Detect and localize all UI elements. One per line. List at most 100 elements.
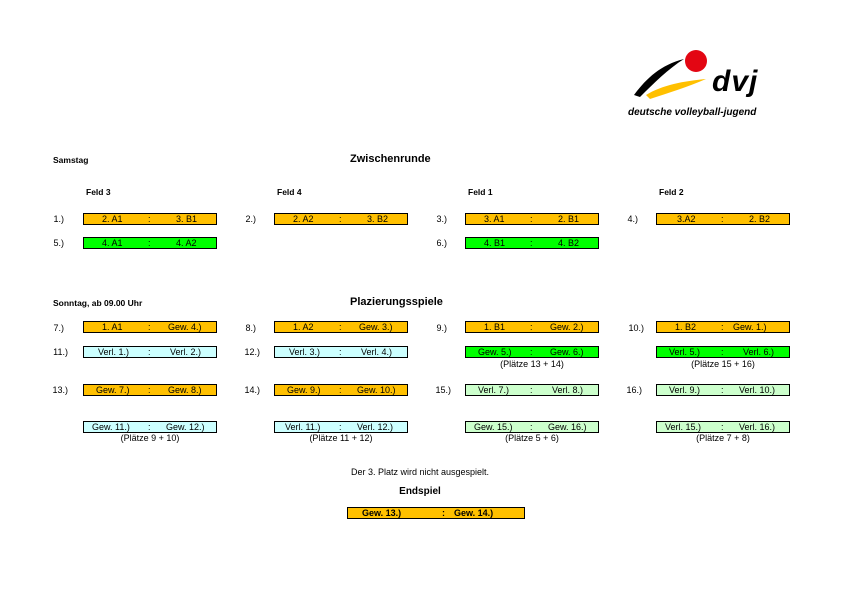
team-a: 2. A2 bbox=[293, 214, 314, 224]
separator: : bbox=[148, 347, 151, 357]
separator: : bbox=[339, 347, 342, 357]
separator: : bbox=[721, 214, 724, 224]
match-number: 14.) bbox=[244, 385, 260, 395]
match-box: Gew. 11.) : Gew. 12.) bbox=[83, 421, 217, 433]
team-b: Verl. 2.) bbox=[170, 347, 202, 357]
dvj-logo-mark-icon bbox=[634, 50, 707, 99]
team-a: 1. B2 bbox=[675, 322, 697, 332]
team-b: Gew. 8.) bbox=[168, 385, 202, 395]
match-number: 7.) bbox=[53, 323, 64, 333]
plazierungsspiele-title: Plazierungsspiele bbox=[350, 296, 443, 308]
zwischenrunde-title: Zwischenrunde bbox=[350, 153, 431, 165]
separator: : bbox=[148, 385, 151, 395]
final-title: Endspiel bbox=[399, 486, 441, 497]
logo-tagline: deutsche volleyball-jugend bbox=[628, 107, 757, 118]
separator: : bbox=[530, 385, 533, 395]
team-a: Verl. 1.) bbox=[98, 347, 130, 357]
team-b: Verl. 8.) bbox=[552, 385, 584, 395]
match-number: 9.) bbox=[436, 323, 447, 333]
team-a: 4. A1 bbox=[102, 238, 123, 248]
team-b: Verl. 4.) bbox=[361, 347, 393, 357]
team-a: Verl. 5.) bbox=[669, 347, 701, 357]
team-b: Verl. 16.) bbox=[739, 422, 776, 432]
separator: : bbox=[530, 347, 533, 357]
match-box: Verl. 1.) : Verl. 2.) bbox=[83, 346, 217, 358]
field-label: Feld 3 bbox=[86, 187, 111, 197]
match-number: 11.) bbox=[53, 347, 68, 357]
team-b: 4. A2 bbox=[176, 238, 197, 248]
match-number: 1.) bbox=[53, 214, 64, 224]
match-box: 1. A1 : Gew. 4.) bbox=[83, 321, 217, 333]
team-b: Gew. 12.) bbox=[166, 422, 205, 432]
match-box: Verl. 5.) : Verl. 6.) bbox=[656, 346, 790, 358]
placement-note: (Plätze 13 + 14) bbox=[500, 359, 564, 369]
placement-note: (Plätze 7 + 8) bbox=[696, 433, 750, 443]
separator: : bbox=[339, 214, 342, 224]
team-a: 2. A1 bbox=[102, 214, 123, 224]
match-box: 1. A2 : Gew. 3.) bbox=[274, 321, 408, 333]
separator: : bbox=[530, 238, 533, 248]
team-a: Gew. 11.) bbox=[92, 422, 130, 432]
team-b: 2. B1 bbox=[558, 214, 580, 224]
third-place-note: Der 3. Platz wird nicht ausgespielt. bbox=[350, 467, 490, 477]
team-b: Verl. 10.) bbox=[739, 385, 776, 395]
separator: : bbox=[530, 422, 533, 432]
match-box: 1. B1 : Gew. 2.) bbox=[465, 321, 599, 333]
match-number: 5.) bbox=[53, 238, 64, 248]
match-box: Verl. 9.) : Verl. 10.) bbox=[656, 384, 790, 396]
match-number: 15.) bbox=[435, 385, 451, 395]
team-a: Gew. 5.) bbox=[478, 347, 512, 357]
separator: : bbox=[721, 347, 724, 357]
team-b: Gew. 10.) bbox=[357, 385, 396, 395]
final-match-box: Gew. 13.) : Gew. 14.) bbox=[347, 507, 525, 519]
separator: : bbox=[530, 214, 533, 224]
match-box: Gew. 7.) : Gew. 8.) bbox=[83, 384, 217, 396]
team-b: Gew. 16.) bbox=[548, 422, 587, 432]
match-box: Gew. 9.) : Gew. 10.) bbox=[274, 384, 408, 396]
team-b: Gew. 4.) bbox=[168, 322, 202, 332]
dvj-logo: dvj deutsche volleyball-jugend bbox=[628, 47, 768, 122]
match-box: 3. A1 : 2. B1 bbox=[465, 213, 599, 225]
separator: : bbox=[721, 385, 724, 395]
team-b: Gew. 1.) bbox=[733, 322, 767, 332]
match-number: 6.) bbox=[436, 238, 447, 248]
match-number: 2.) bbox=[245, 214, 256, 224]
match-box: Gew. 15.) : Gew. 16.) bbox=[465, 421, 599, 433]
separator: : bbox=[148, 422, 151, 432]
match-number: 10.) bbox=[628, 323, 644, 333]
match-box: 4. A1 : 4. A2 bbox=[83, 237, 217, 249]
team-a: Gew. 13.) bbox=[362, 508, 402, 518]
field-label: Feld 4 bbox=[277, 187, 302, 197]
separator: : bbox=[339, 385, 342, 395]
match-box: 4. B1 : 4. B2 bbox=[465, 237, 599, 249]
placement-note: (Plätze 11 + 12) bbox=[309, 433, 373, 443]
match-box: Verl. 15.) : Verl. 16.) bbox=[656, 421, 790, 433]
separator: : bbox=[442, 508, 445, 518]
team-a: Gew. 9.) bbox=[287, 385, 321, 395]
match-number: 16.) bbox=[626, 385, 642, 395]
team-a: 3.A2 bbox=[677, 214, 696, 224]
separator: : bbox=[339, 422, 342, 432]
sunday-label: Sonntag, ab 09.00 Uhr bbox=[53, 298, 143, 308]
match-box: Gew. 5.) : Gew. 6.) bbox=[465, 346, 599, 358]
team-a: Verl. 9.) bbox=[669, 385, 701, 395]
match-box: Verl. 3.) : Verl. 4.) bbox=[274, 346, 408, 358]
match-number: 3.) bbox=[436, 214, 447, 224]
team-b: Verl. 6.) bbox=[743, 347, 775, 357]
team-a: 1. B1 bbox=[484, 322, 506, 332]
match-box: 3.A2 : 2. B2 bbox=[656, 213, 790, 225]
match-box: Verl. 11.) : Verl. 12.) bbox=[274, 421, 408, 433]
team-b: 3. B2 bbox=[367, 214, 389, 224]
placement-note: (Plätze 9 + 10) bbox=[120, 433, 180, 443]
team-a: 1. A1 bbox=[102, 322, 123, 332]
team-a: 4. B1 bbox=[484, 238, 506, 248]
separator: : bbox=[339, 322, 342, 332]
separator: : bbox=[148, 214, 151, 224]
logo-name: dvj bbox=[712, 65, 759, 98]
separator: : bbox=[530, 322, 533, 332]
match-box: 2. A2 : 3. B2 bbox=[274, 213, 408, 225]
separator: : bbox=[721, 422, 724, 432]
team-a: 3. A1 bbox=[484, 214, 505, 224]
saturday-label: Samstag bbox=[53, 155, 89, 165]
placement-note: (Plätze 15 + 16) bbox=[691, 359, 755, 369]
